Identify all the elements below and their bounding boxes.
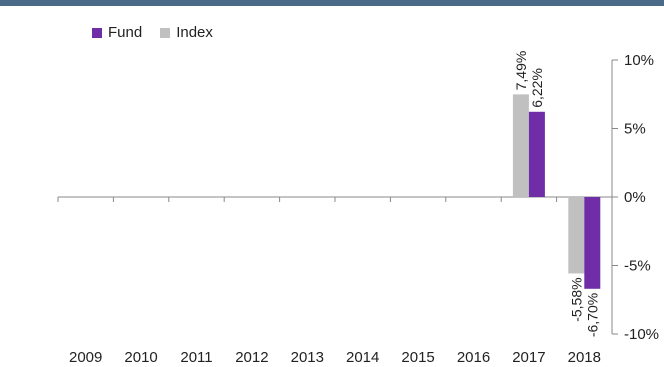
data-label-fund-2018: -6,70% — [584, 293, 600, 337]
y-tick-label: 10% — [624, 52, 654, 69]
legend-swatch-fund — [92, 27, 102, 38]
y-tick-label: 5% — [624, 121, 646, 138]
data-label-fund-2017: 6,22% — [529, 68, 545, 108]
x-tick-label: 2009 — [69, 349, 102, 366]
x-tick-label: 2010 — [124, 349, 157, 366]
x-tick-label: 2013 — [291, 349, 324, 366]
x-tick-label: 2014 — [346, 349, 379, 366]
legend-swatch-index — [160, 27, 171, 38]
data-label-index-2017: 7,49% — [513, 51, 529, 91]
x-tick-label: 2012 — [235, 349, 268, 366]
bar-index-2018 — [568, 197, 585, 274]
x-tick-label: 2011 — [180, 349, 212, 366]
bar-fund-2018 — [584, 197, 601, 289]
x-tick-label: 2015 — [401, 349, 434, 366]
legend: Fund Index — [92, 24, 213, 41]
bar-fund-2017 — [528, 111, 545, 197]
x-tick-label: 2016 — [457, 349, 490, 366]
legend-item-fund: Fund — [92, 24, 142, 41]
bar-index-2017 — [512, 94, 529, 197]
data-label-index-2018: -5,58% — [568, 277, 584, 321]
x-tick-label: 2018 — [568, 349, 601, 366]
y-tick-label: 0% — [624, 189, 646, 206]
legend-label-fund: Fund — [108, 24, 143, 41]
top-band — [0, 0, 664, 6]
y-tick-label: -10% — [624, 326, 659, 343]
y-tick-label: -5% — [624, 258, 651, 275]
legend-label-index: Index — [176, 24, 213, 41]
x-tick-label: 2017 — [512, 349, 545, 366]
legend-item-index: Index — [160, 24, 213, 41]
